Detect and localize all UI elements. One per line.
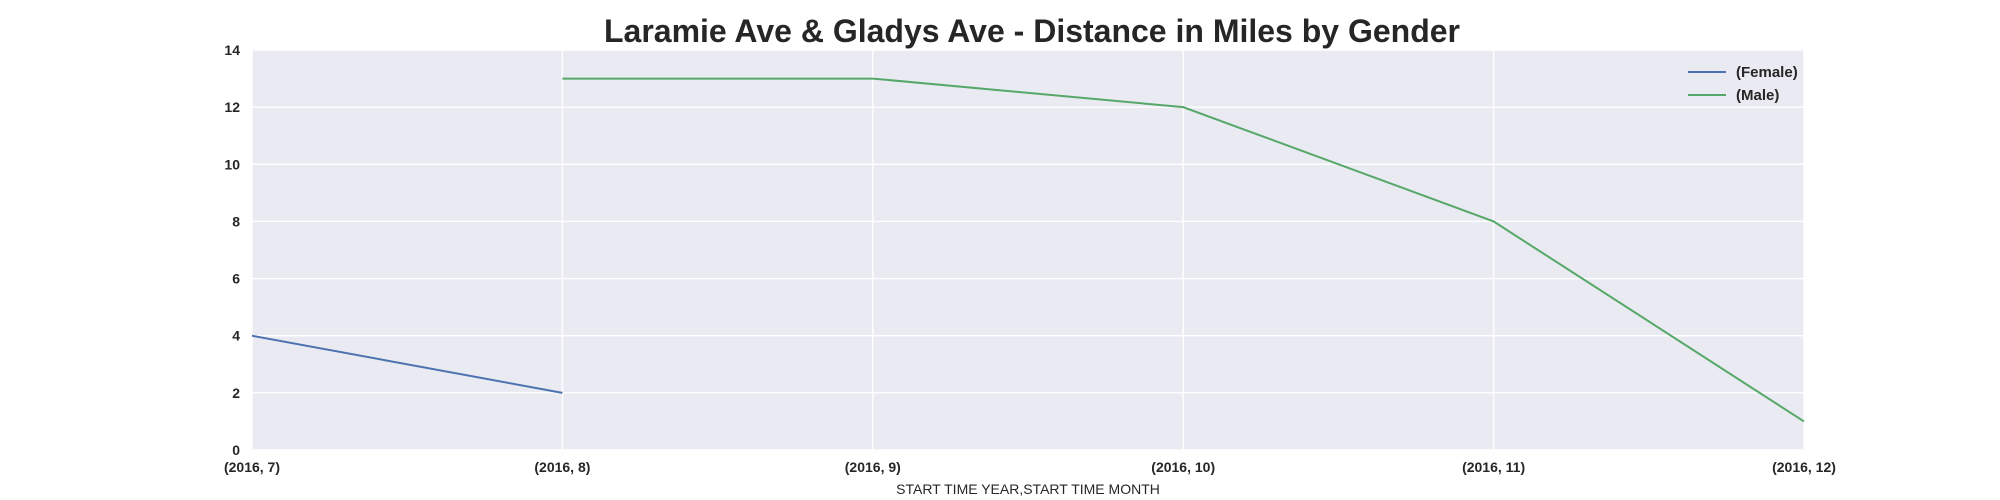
plot-area	[252, 50, 1804, 450]
legend-label: (Male)	[1736, 87, 1779, 104]
y-tick-label: 6	[232, 271, 240, 287]
x-tick-label: (2016, 9)	[845, 459, 901, 475]
legend-label: (Female)	[1736, 64, 1798, 81]
y-tick-label: 14	[224, 42, 240, 58]
y-axis-ticks: 0 2 4 6 8 10 12 14	[224, 42, 240, 458]
x-axis-ticks: (2016, 7) (2016, 8) (2016, 9) (2016, 10) (20…	[224, 459, 1836, 475]
series-line-0	[251, 334, 563, 394]
x-tick-label: (2016, 12)	[1772, 459, 1836, 475]
x-tick-label: (2016, 10)	[1151, 459, 1215, 475]
y-tick-label: 12	[224, 99, 240, 115]
legend: (Female) (Male)	[1688, 64, 1798, 104]
y-tick-label: 0	[232, 442, 240, 458]
x-axis-label: START TIME YEAR,START TIME MONTH	[896, 481, 1160, 497]
series-lines	[251, 77, 1805, 423]
y-tick-label: 8	[232, 213, 240, 229]
y-tick-label: 2	[232, 385, 240, 401]
x-tick-label: (2016, 7)	[224, 459, 280, 475]
y-tick-label: 4	[232, 328, 240, 344]
x-tick-label: (2016, 8)	[534, 459, 590, 475]
gridlines	[251, 49, 1805, 451]
series-line-1	[562, 77, 1805, 423]
x-tick-label: (2016, 11)	[1462, 459, 1525, 475]
chart-title: Laramie Ave & Gladys Ave - Distance in M…	[604, 13, 1460, 49]
y-tick-label: 10	[224, 156, 240, 172]
